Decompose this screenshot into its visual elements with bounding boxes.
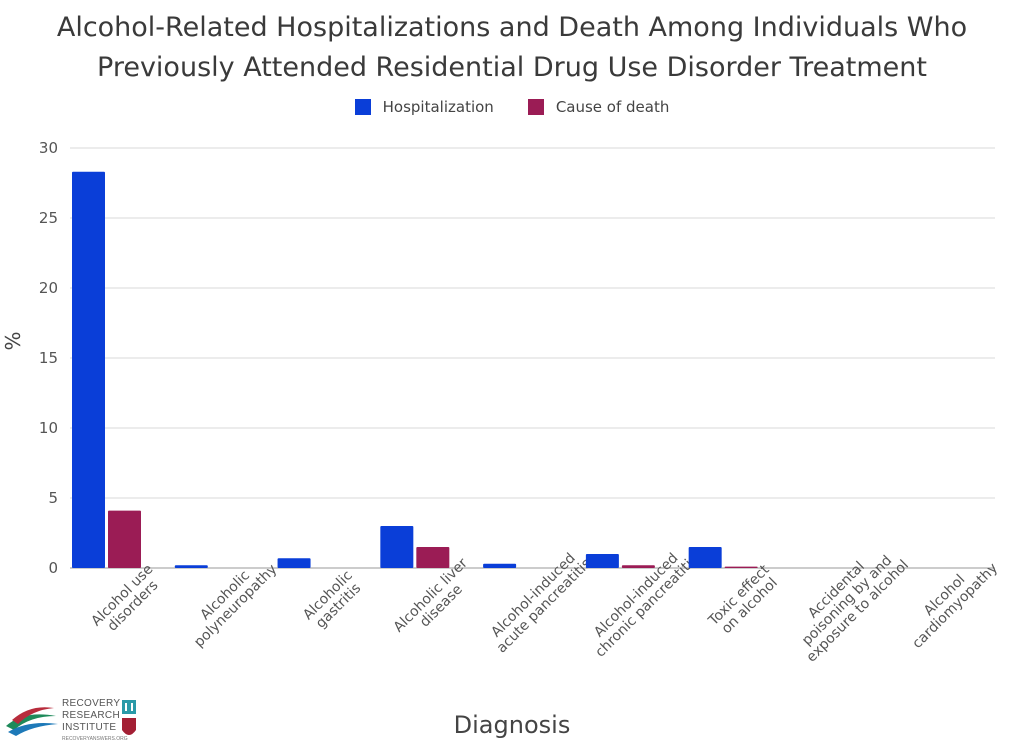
bar-hospitalization [277, 558, 311, 568]
bar-hospitalization [688, 547, 722, 568]
bar-hospitalization [483, 563, 517, 568]
logo-url: RECOVERYANSWERS.ORG [62, 736, 128, 742]
logo-swoosh-icon [6, 707, 58, 736]
chart-title-line-2: Previously Attended Residential Drug Use… [97, 52, 927, 83]
x-tick-label: Toxic effecton alcohol [705, 562, 784, 641]
legend-swatch-cause-of-death [527, 99, 544, 115]
bar-cause-of-death [416, 547, 450, 568]
x-tick-label: Alcohol-inducedacute pancreatitis [483, 545, 594, 656]
x-tick-label: Alcohol usedisorders [88, 561, 167, 640]
y-axis-label: % [1, 331, 25, 350]
x-tick-label: Alcoholcardiomyopathy [899, 550, 1001, 652]
legend-swatch-hospitalization [354, 99, 371, 115]
y-tick-label: 0 [48, 559, 58, 577]
legend-item-hospitalization: Hospitalization [354, 98, 494, 116]
y-tick-label: 15 [39, 349, 58, 367]
y-tick-label: 25 [39, 209, 58, 227]
y-tick-label: 10 [39, 419, 58, 437]
bar-hospitalization [72, 171, 105, 569]
y-tick-label: 5 [48, 489, 58, 507]
bar-hospitalization [174, 565, 208, 568]
logo-text: RECOVERY RESEARCH INSTITUTE [62, 698, 120, 734]
bar-hospitalization [380, 526, 414, 568]
bar-cause-of-death [724, 566, 758, 568]
bar-cause-of-death [621, 565, 655, 568]
chart-title: Alcohol-Related Hospitalizations and Dea… [0, 8, 1024, 88]
bar-cause-of-death [108, 510, 141, 568]
x-tick-label: Alcoholic liverdisease [391, 555, 482, 646]
logo: RECOVERY RESEARCH INSTITUTE RECOVERYANSW… [4, 696, 144, 746]
x-tick-label: Alcoholicgastritis [300, 568, 366, 634]
chart-title-line-1: Alcohol-Related Hospitalizations and Dea… [56, 12, 968, 43]
x-tick-label: Accidentalpoisoning by andexposure to al… [782, 536, 912, 666]
legend-label-hospitalization: Hospitalization [382, 98, 494, 116]
y-tick-label: 30 [39, 139, 58, 157]
x-axis-label: Diagnosis [454, 711, 571, 739]
logo-line-2: RESEARCH [62, 710, 120, 721]
legend-label-cause-of-death: Cause of death [555, 98, 670, 116]
y-tick-label: 20 [39, 279, 58, 297]
logo-line-3: INSTITUTE [62, 722, 117, 733]
chart-legend: Hospitalization Cause of death [0, 98, 1024, 116]
logo-line-1: RECOVERY [62, 698, 121, 709]
legend-item-cause-of-death: Cause of death [527, 98, 670, 116]
bar-hospitalization [585, 554, 619, 568]
logo-shield-icon [122, 700, 136, 735]
